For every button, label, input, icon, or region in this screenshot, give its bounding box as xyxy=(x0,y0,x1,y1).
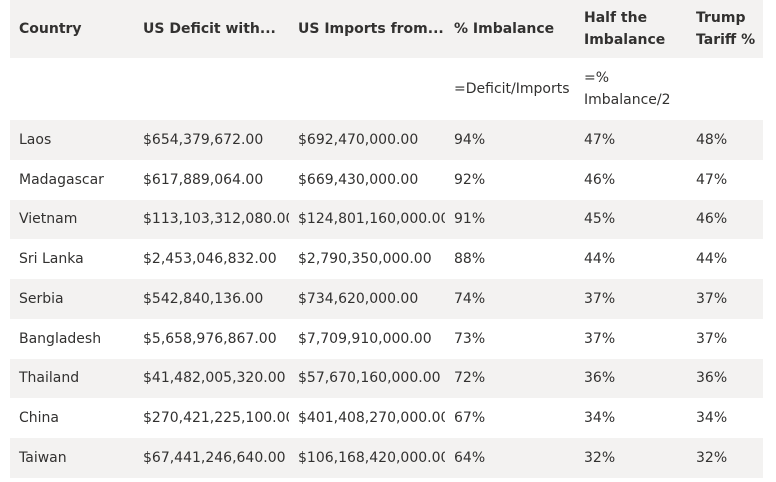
cell-imports: $401,408,270,000.00 xyxy=(298,410,445,427)
cell-half-imbalance: 46% xyxy=(584,171,616,188)
cell-deficit: $617,889,064.00 xyxy=(143,171,264,188)
cell-deficit: $113,103,312,080.00 xyxy=(143,211,289,228)
cell-half-imbalance: 44% xyxy=(584,251,616,268)
cell-imbalance: 72% xyxy=(454,370,486,387)
table-row: Madagascar $617,889,064.00 $669,430,000.00… xyxy=(10,159,763,200)
cell-country: Madagascar xyxy=(19,171,104,188)
cell-country: Laos xyxy=(19,131,52,148)
cell-imbalance: 94% xyxy=(454,131,486,148)
header-half-imbalance: Half the Imbalance xyxy=(584,10,666,48)
cell-half-imbalance: 47% xyxy=(584,131,616,148)
cell-tariff: 36% xyxy=(696,370,728,387)
cell-country: China xyxy=(19,410,59,427)
cell-country: Thailand xyxy=(19,370,80,387)
cell-imbalance: 67% xyxy=(454,410,486,427)
cell-imports: $106,168,420,000.00 xyxy=(298,449,445,466)
cell-deficit: $2,453,046,832.00 xyxy=(143,251,277,268)
cell-tariff: 47% xyxy=(696,171,728,188)
cell-country: Sri Lanka xyxy=(19,251,84,268)
tariff-table: Country US Deficit with... US Imports fr… xyxy=(10,0,763,478)
cell-tariff: 44% xyxy=(696,251,728,268)
cell-half-imbalance: 37% xyxy=(584,290,616,307)
cell-deficit: $270,421,225,100.00 xyxy=(143,410,289,427)
cell-imbalance: 73% xyxy=(454,330,486,347)
header-tariff: Trump Tariff % xyxy=(696,10,756,48)
table-row: Taiwan $67,441,246,640.00 $106,168,420,000… xyxy=(10,438,763,478)
cell-half-imbalance: 37% xyxy=(584,330,616,347)
cell-country: Vietnam xyxy=(19,211,78,228)
table-header-row: Country US Deficit with... US Imports fr… xyxy=(10,0,763,58)
cell-deficit: $5,658,976,867.00 xyxy=(143,330,277,347)
cell-tariff: 37% xyxy=(696,330,728,347)
header-country: Country xyxy=(19,21,82,37)
cell-imbalance: 74% xyxy=(454,290,486,307)
cell-tariff: 32% xyxy=(696,449,728,466)
cell-imports: $7,709,910,000.00 xyxy=(298,330,432,347)
cell-imports: $692,470,000.00 xyxy=(298,131,419,148)
header-imports: US Imports from... xyxy=(298,21,444,37)
cell-imports: $669,430,000.00 xyxy=(298,171,419,188)
formula-row: =Deficit/Imports =% Imbalance/2 xyxy=(10,58,763,120)
cell-deficit: $654,379,672.00 xyxy=(143,131,264,148)
cell-half-imbalance: 36% xyxy=(584,370,616,387)
table-row: China $270,421,225,100.00 $401,408,270,000… xyxy=(10,398,763,438)
cell-deficit: $41,482,005,320.00 xyxy=(143,370,286,387)
formula-half-imbalance: =% Imbalance/2 xyxy=(584,70,671,108)
cell-imbalance: 88% xyxy=(454,251,486,268)
cell-country: Taiwan xyxy=(19,449,67,466)
cell-tariff: 46% xyxy=(696,211,728,228)
cell-imbalance: 91% xyxy=(454,211,486,228)
table-row: Vietnam $113,103,312,080.00 $124,801,160,0… xyxy=(10,199,763,240)
cell-imports: $2,790,350,000.00 xyxy=(298,251,432,268)
table-row: Laos $654,379,672.00 $692,470,000.00 94% 47%… xyxy=(10,120,763,160)
cell-country: Serbia xyxy=(19,290,64,307)
table-row: Bangladesh $5,658,976,867.00 $7,709,910,00… xyxy=(10,318,763,359)
cell-imbalance: 64% xyxy=(454,449,486,466)
header-imbalance: % Imbalance xyxy=(454,21,555,37)
table-row: Thailand $41,482,005,320.00 $57,670,160,00… xyxy=(10,358,763,399)
cell-imbalance: 92% xyxy=(454,171,486,188)
table-row: Sri Lanka $2,453,046,832.00 $2,790,350,000… xyxy=(10,239,763,279)
cell-imports: $124,801,160,000.00 xyxy=(298,211,445,228)
formula-imbalance: =Deficit/Imports xyxy=(454,81,570,97)
cell-imports: $734,620,000.00 xyxy=(298,290,419,307)
cell-imports: $57,670,160,000.00 xyxy=(298,370,441,387)
cell-tariff: 37% xyxy=(696,290,728,307)
table-body: Laos $654,379,672.00 $692,470,000.00 94% 47%… xyxy=(10,120,763,478)
cell-deficit: $542,840,136.00 xyxy=(143,290,264,307)
cell-deficit: $67,441,246,640.00 xyxy=(143,449,286,466)
cell-half-imbalance: 34% xyxy=(584,410,616,427)
cell-tariff: 48% xyxy=(696,131,728,148)
table-row: Serbia $542,840,136.00 $734,620,000.00 74% 3… xyxy=(10,279,763,319)
cell-half-imbalance: 32% xyxy=(584,449,616,466)
cell-half-imbalance: 45% xyxy=(584,211,616,228)
cell-country: Bangladesh xyxy=(19,330,102,347)
header-deficit: US Deficit with... xyxy=(143,21,276,37)
cell-tariff: 34% xyxy=(696,410,728,427)
